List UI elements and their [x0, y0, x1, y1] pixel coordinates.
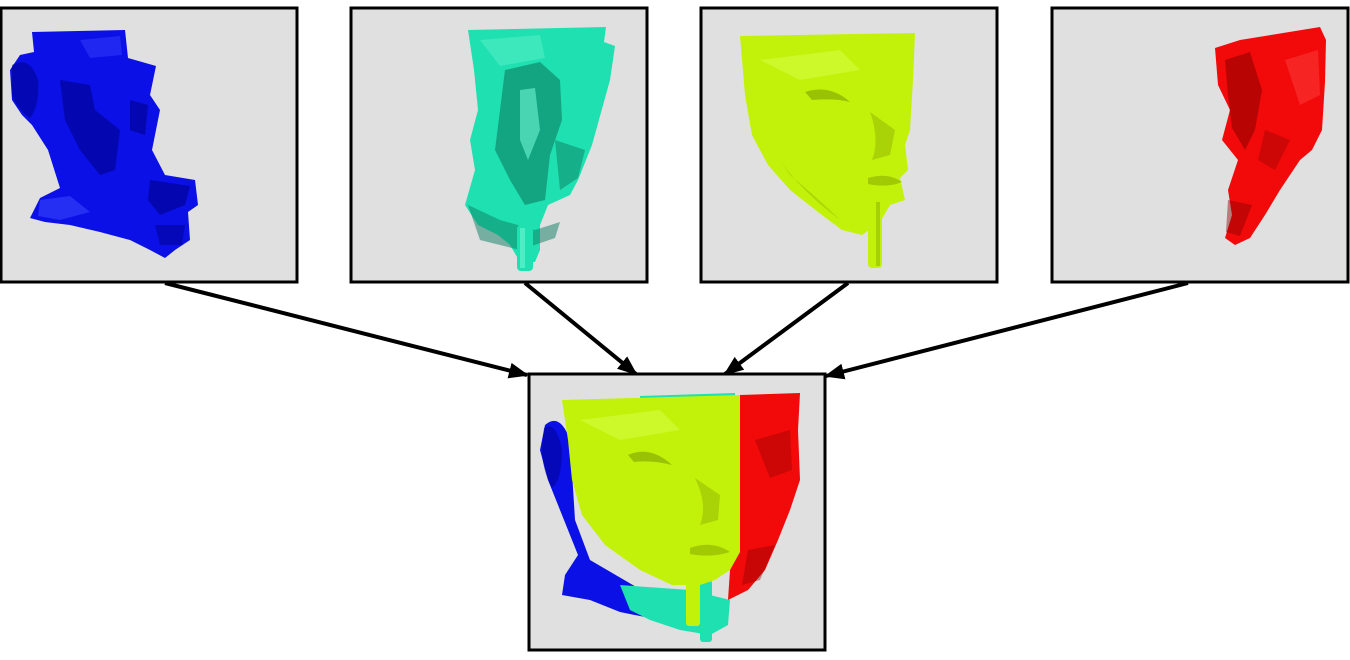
- arrow-red-to-result: [824, 281, 1189, 380]
- panel-fused-result: [527, 372, 827, 652]
- panel-teal-render: [349, 6, 649, 284]
- teal-face-fragment: [465, 27, 615, 271]
- panel-yellow-render: [699, 6, 999, 284]
- arrow-yellow-to-result: [723, 281, 850, 376]
- fused-face: [540, 393, 800, 642]
- red-face-fragment: [1215, 27, 1326, 245]
- blue-face-fragment: [10, 30, 198, 258]
- arrow-teal-to-result: [523, 281, 638, 376]
- yellow-face-fragment: [740, 33, 915, 268]
- arrow-blue-to-result: [164, 281, 529, 379]
- panel-red-render: [1050, 6, 1350, 284]
- panel-blue-render: [0, 6, 299, 284]
- arrows: [164, 281, 1189, 380]
